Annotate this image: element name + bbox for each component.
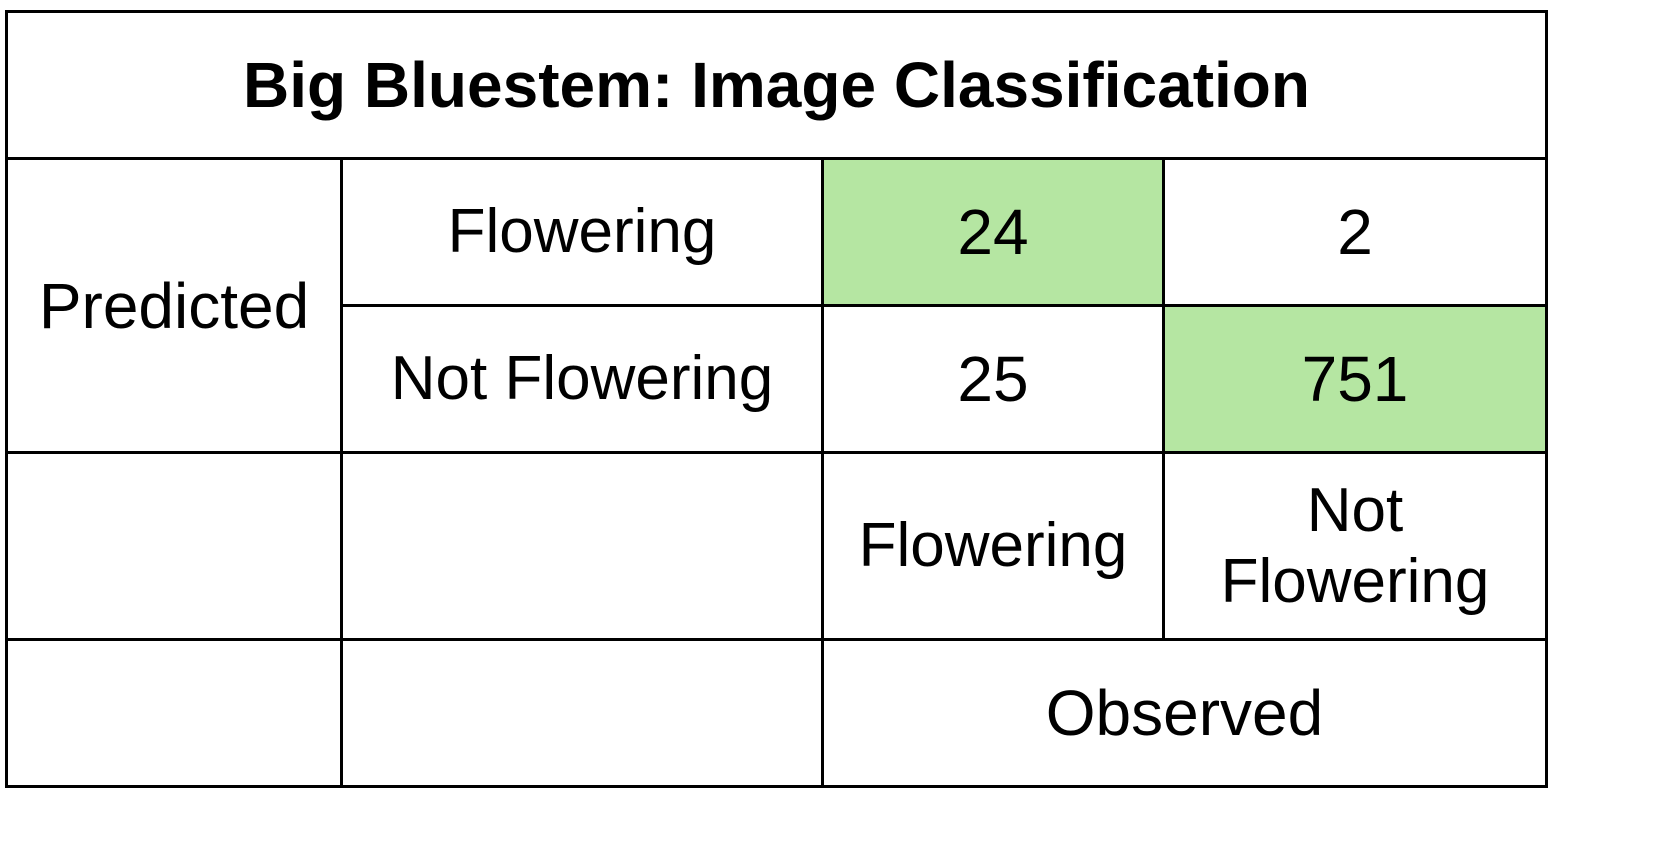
observed-axis-label: Observed bbox=[821, 638, 1548, 788]
col-label-flowering: Flowering bbox=[821, 451, 1165, 641]
row-label-flowering: Flowering bbox=[340, 157, 824, 307]
col-label-not-flowering: Not Flowering bbox=[1162, 451, 1548, 641]
empty-cell bbox=[340, 451, 824, 641]
cell-not-flowering-flowering: 25 bbox=[821, 304, 1165, 454]
cell-flowering-flowering: 24 bbox=[821, 157, 1165, 307]
empty-cell bbox=[340, 638, 824, 788]
empty-cell bbox=[5, 451, 343, 641]
row-label-not-flowering: Not Flowering bbox=[340, 304, 824, 454]
table-title: Big Bluestem: Image Classification bbox=[5, 10, 1548, 160]
confusion-matrix-table: Big Bluestem: Image Classification Predi… bbox=[5, 10, 1548, 788]
predicted-axis-label: Predicted bbox=[5, 157, 343, 454]
empty-cell bbox=[5, 638, 343, 788]
cell-flowering-not-flowering: 2 bbox=[1162, 157, 1548, 307]
cell-not-flowering-not-flowering: 751 bbox=[1162, 304, 1548, 454]
